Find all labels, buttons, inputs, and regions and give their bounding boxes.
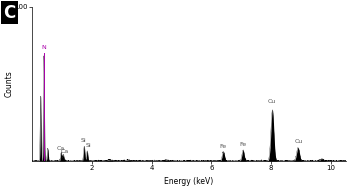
Text: Si: Si	[81, 138, 86, 142]
Text: Cu: Cu	[294, 139, 303, 144]
Text: Ca: Ca	[61, 149, 69, 154]
Text: Cu: Cu	[268, 99, 276, 104]
Text: N: N	[42, 45, 46, 50]
Text: Fe: Fe	[219, 144, 226, 149]
Text: Ca: Ca	[56, 146, 65, 151]
Text: Fe: Fe	[239, 142, 246, 147]
Text: Si: Si	[85, 143, 91, 148]
Y-axis label: Counts: Counts	[4, 70, 13, 97]
X-axis label: Energy (keV): Energy (keV)	[164, 177, 214, 186]
Text: C: C	[4, 4, 16, 22]
